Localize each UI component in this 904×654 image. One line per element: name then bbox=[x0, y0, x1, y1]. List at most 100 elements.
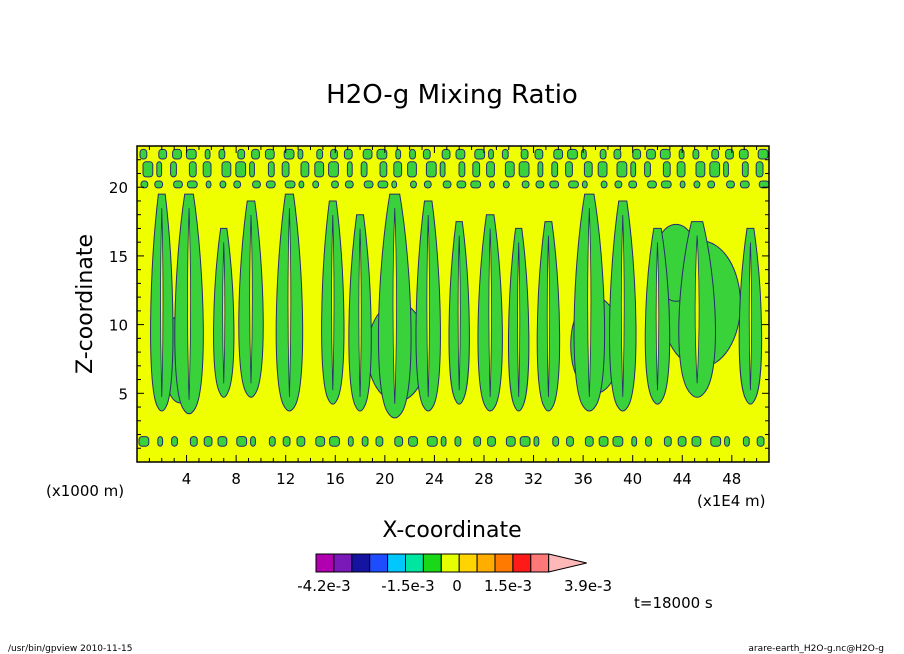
field-band-segment bbox=[504, 161, 515, 178]
field-band-segment bbox=[185, 148, 197, 160]
field-band-segment bbox=[489, 180, 495, 189]
field-band-segment bbox=[156, 161, 163, 178]
field-band-segment bbox=[502, 180, 510, 189]
colorbar-segment bbox=[476, 553, 496, 573]
field-plume-core bbox=[655, 242, 660, 391]
field-band-segment bbox=[755, 161, 764, 178]
field-band-segment bbox=[442, 180, 452, 189]
field-band-segment bbox=[707, 180, 716, 189]
field-band-segment bbox=[440, 436, 447, 447]
field-band-segment bbox=[154, 180, 164, 189]
field-band-segment bbox=[659, 148, 671, 160]
field-band-segment bbox=[600, 180, 608, 189]
field-band-segment bbox=[505, 436, 516, 447]
field-band-segment bbox=[407, 161, 417, 178]
x-tick-label: 16 bbox=[326, 470, 345, 488]
field-plume-core bbox=[160, 208, 164, 398]
field-band-segment bbox=[534, 148, 544, 160]
x-tick-label: 28 bbox=[474, 470, 493, 488]
field-band-segment bbox=[724, 436, 730, 447]
field-band-segment bbox=[631, 436, 638, 447]
field-plume-core bbox=[331, 214, 335, 391]
field-band-segment bbox=[630, 161, 637, 178]
field-band-segment bbox=[296, 436, 306, 447]
field-band-segment bbox=[189, 436, 198, 447]
y-axis: 5 10 15 20 bbox=[109, 145, 769, 449]
field-band-segment bbox=[344, 180, 354, 189]
field-band-segment bbox=[281, 161, 290, 178]
field-band-segment bbox=[584, 436, 594, 447]
field-band-segment bbox=[188, 161, 197, 178]
field-plume-core bbox=[222, 242, 226, 384]
y-tick-label: 10 bbox=[109, 317, 128, 335]
field-band-segment bbox=[158, 148, 168, 160]
field-band-segment bbox=[409, 148, 416, 160]
field-band-segment bbox=[520, 148, 529, 160]
footer-right: arare-earth_H2O-g.nc@H2O-g bbox=[748, 644, 884, 654]
field-band-segment bbox=[488, 148, 494, 160]
field-band-segment bbox=[646, 148, 656, 160]
colorbar-segment bbox=[405, 553, 424, 573]
field-plume-core bbox=[517, 242, 521, 398]
y-tick-label: 15 bbox=[109, 248, 128, 266]
x-tick-label: 48 bbox=[722, 470, 741, 488]
field-band-segment bbox=[343, 148, 353, 160]
field-band-segment bbox=[408, 436, 418, 447]
field-band-segment bbox=[439, 161, 446, 178]
field-band-segment bbox=[454, 436, 462, 447]
plot-frame bbox=[136, 145, 770, 463]
y-tick-label: 5 bbox=[118, 385, 128, 403]
field-band-segment bbox=[567, 148, 578, 160]
field-band-segment bbox=[297, 148, 304, 160]
field-band-segment bbox=[186, 180, 198, 189]
field-band-segment bbox=[662, 161, 671, 178]
field-band-segment bbox=[170, 161, 177, 178]
field-band-segment bbox=[328, 161, 339, 178]
colorbar-segment bbox=[387, 553, 407, 573]
field-band-segment bbox=[315, 436, 326, 447]
field-band-segment bbox=[519, 436, 531, 447]
field-band-segment bbox=[533, 436, 540, 447]
field-band-segment bbox=[644, 161, 651, 178]
field-band-segment bbox=[363, 180, 374, 189]
field-band-segment bbox=[300, 161, 310, 178]
field-band-segment bbox=[346, 161, 353, 178]
colorbar-segment bbox=[333, 553, 353, 573]
field-band-segment bbox=[645, 436, 652, 447]
field-band-segment bbox=[172, 148, 182, 160]
field-band-segment bbox=[521, 180, 530, 189]
field-band-segment bbox=[250, 436, 256, 447]
field-band-segment bbox=[501, 148, 509, 160]
field-band-segment bbox=[756, 436, 765, 447]
field-band-segment bbox=[566, 436, 574, 447]
field-band-segment bbox=[139, 148, 148, 160]
field-band-segment bbox=[140, 180, 149, 189]
field-plume-core bbox=[358, 228, 362, 398]
field-band-segment bbox=[537, 161, 544, 178]
field-band-segment bbox=[758, 180, 769, 189]
field-band-segment bbox=[535, 180, 545, 189]
field-band-segment bbox=[391, 180, 398, 189]
x-tick-label: 12 bbox=[276, 470, 295, 488]
field-band-segment bbox=[616, 161, 628, 178]
field-band-segment bbox=[284, 180, 296, 189]
field-band-segment bbox=[695, 161, 706, 178]
field-band-segment bbox=[679, 180, 686, 189]
field-band-segment bbox=[142, 161, 154, 178]
field-band-segment bbox=[282, 436, 291, 447]
field-band-segment bbox=[422, 148, 431, 160]
x-tick-label: 40 bbox=[623, 470, 642, 488]
field-band-segment bbox=[205, 180, 212, 189]
field-band-segment bbox=[456, 180, 467, 189]
field-band-segment bbox=[597, 161, 608, 178]
field-plume-core bbox=[392, 208, 397, 404]
field-band-segment bbox=[486, 161, 495, 178]
field-plume-core bbox=[694, 235, 700, 384]
field-band-segment bbox=[738, 148, 749, 160]
colorbar-label: 1.5e-3 bbox=[484, 577, 532, 595]
footer-left: /usr/bin/gpview 2010-11-15 bbox=[8, 644, 132, 654]
field-band-segment bbox=[599, 148, 607, 160]
field-band-segment bbox=[692, 148, 700, 160]
field-band-segment bbox=[395, 148, 402, 160]
y-tick-label: 20 bbox=[109, 179, 128, 197]
